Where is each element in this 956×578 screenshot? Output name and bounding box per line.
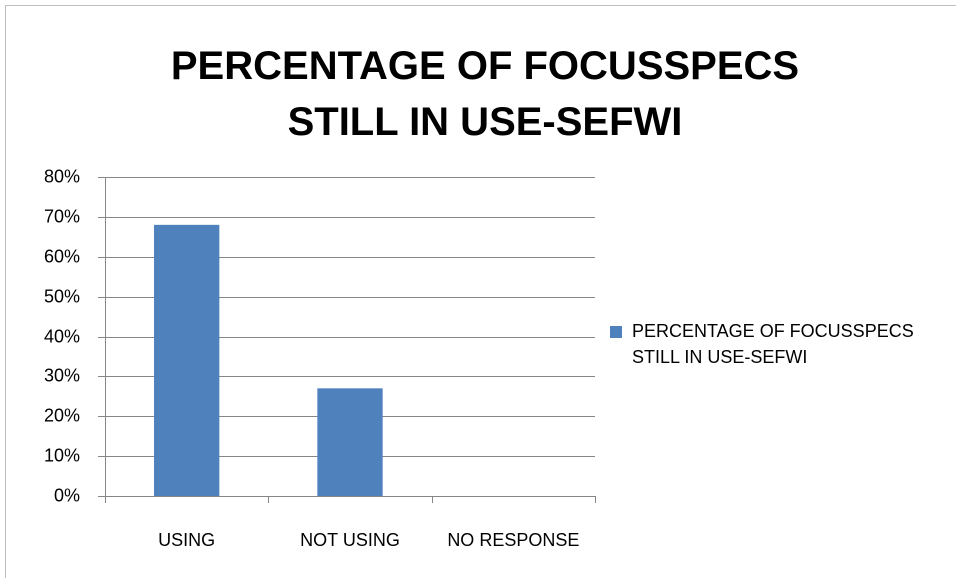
bar bbox=[317, 388, 383, 496]
y-tick-label: 30% bbox=[44, 365, 80, 385]
chart-frame bbox=[5, 5, 956, 578]
y-tick-label: 40% bbox=[44, 326, 80, 346]
y-tick-label: 80% bbox=[44, 166, 80, 186]
y-tick-label: 0% bbox=[54, 485, 80, 505]
y-tick-label: 70% bbox=[44, 206, 80, 226]
y-tick-label: 60% bbox=[44, 246, 80, 266]
legend-swatch bbox=[610, 326, 622, 338]
chart-title: PERCENTAGE OF FOCUSSPECS STILL IN USE-SE… bbox=[170, 44, 800, 144]
bar bbox=[154, 224, 220, 496]
x-tick-label: NOT USING bbox=[300, 530, 400, 550]
y-tick-label: 10% bbox=[44, 445, 80, 465]
x-tick-label: USING bbox=[158, 530, 215, 550]
legend-label: PERCENTAGE OF FOCUSSPECS STILL IN USE-SE… bbox=[632, 321, 914, 367]
x-tick-label: NO RESPONSE bbox=[447, 530, 579, 550]
y-tick-label: 20% bbox=[44, 405, 80, 425]
y-tick-label: 50% bbox=[44, 286, 80, 306]
